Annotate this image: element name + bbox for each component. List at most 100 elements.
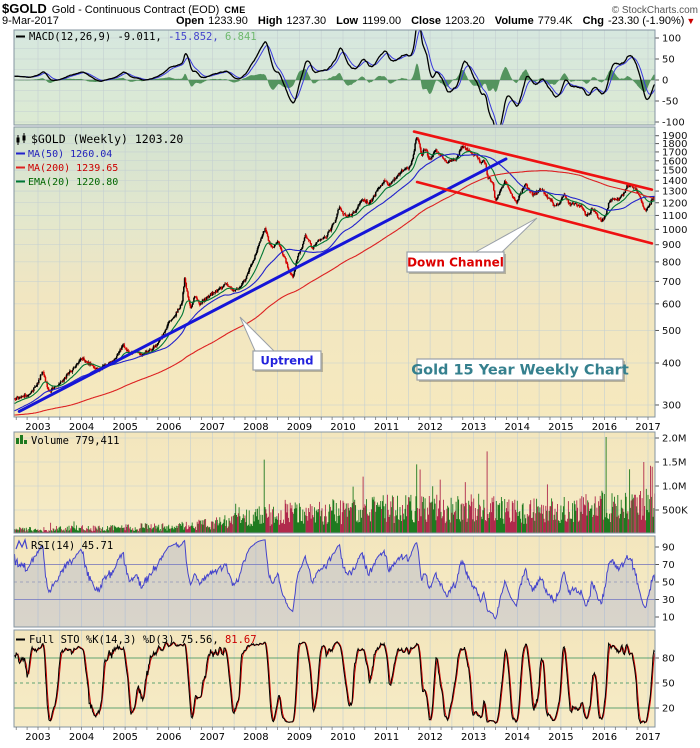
rsi-zigzag-icon <box>15 538 28 550</box>
volume-bars-icon <box>16 435 27 444</box>
year-label: 2004 <box>69 422 94 433</box>
year-label: 2007 <box>200 422 225 433</box>
quote-value: 1237.30 <box>286 15 327 27</box>
svg-text:MA(200) 1239.65: MA(200) 1239.65 <box>28 163 118 174</box>
title-row: $GOLD Gold - Continuous Contract (EOD) C… <box>2 1 698 16</box>
rsi-tick-label: 70 <box>662 560 675 571</box>
vol-tick-label: 2.0M <box>662 434 687 445</box>
chart-area: 1900 1800 1700 1600 1500 1400 1300 1200 1100 1000… <box>0 28 700 748</box>
year-label: 2016 <box>592 422 617 433</box>
stockcharts-credit: © StockCharts.com <box>611 5 698 16</box>
chart-title-box: Gold 15 Year Weekly Chart <box>411 358 629 382</box>
year-label: 2016 <box>592 732 617 743</box>
year-label: 2010 <box>330 732 355 743</box>
vol-y-axis: 2.0M 1.5M 1.0M 500K <box>655 434 688 517</box>
quote-value: -23.30 (-1.90%) <box>607 15 685 27</box>
year-label: 2012 <box>417 732 442 743</box>
price-tick-label: 800 <box>662 257 681 268</box>
rsi-fill <box>14 539 655 627</box>
sto-k-line <box>14 640 655 725</box>
x-axis-bottom: 2003 2004 2005 2006 2007 2008 2009 2010 2011 2012… <box>15 727 661 743</box>
vol-tick-label: 500K <box>662 506 688 517</box>
down-channel-callout-label: Down Channel <box>407 255 504 269</box>
year-label: 2011 <box>374 732 399 743</box>
macd-tick-label: 100 <box>662 34 681 45</box>
rsi-tick-label: 90 <box>662 543 675 554</box>
svg-text:EMA(20) 1220.80: EMA(20) 1220.80 <box>28 177 118 188</box>
rsi-legend: RSI(14) 45.71 <box>31 540 113 552</box>
down-channel-callout: Down Channel <box>406 217 538 274</box>
ma200-line <box>14 170 655 416</box>
quote-value: 1233.90 <box>208 15 248 27</box>
macd-signal-line <box>14 30 655 125</box>
quote-label: Close <box>411 15 442 27</box>
price-tick-label: 1800 <box>662 139 687 150</box>
sto-tick-label: 50 <box>662 678 675 689</box>
rsi-panel-background <box>14 536 655 627</box>
change-down-arrow-icon: ▼ <box>686 16 696 26</box>
macd-tick-label: -50 <box>662 97 678 108</box>
macd-tick-label: -100 <box>662 118 685 129</box>
vol-tick-label: 1.5M <box>662 458 687 469</box>
year-label: 2003 <box>25 422 50 433</box>
year-label: 2005 <box>112 422 137 433</box>
volume-legend: Volume 779,411 <box>31 435 120 447</box>
macd-line <box>14 30 655 125</box>
price-tick-label: 500 <box>662 326 681 337</box>
price-tick-label: 1500 <box>662 166 687 177</box>
price-tick-label: 300 <box>662 400 681 411</box>
price-tick-label: 1300 <box>662 187 687 198</box>
price-symbol-legend: $GOLD (Weekly) 1203.20 <box>31 132 183 146</box>
sto-panel-border <box>13 629 656 728</box>
price-tick-label: 1600 <box>662 156 687 167</box>
rsi-vgrid <box>37 536 649 627</box>
price-tick-label: 1100 <box>662 211 687 222</box>
x-axis-main: 2003 2004 2005 2006 2007 2008 2009 2010 2011 2012… <box>15 417 661 433</box>
down-channel-upper-line <box>412 130 654 191</box>
macd-legend: MACD(12,26,9) -9.011, -15.852, 6.841 <box>29 31 257 43</box>
year-label: 2011 <box>374 422 399 433</box>
rsi-panel-border <box>13 535 656 628</box>
svg-text:Volume 779,411: Volume 779,411 <box>31 435 120 447</box>
quote-label: Volume <box>494 15 534 27</box>
svg-text:Full STO %K(14,3) %D(3) 75.56,: Full STO %K(14,3) %D(3) 75.56, 81.67 <box>29 634 257 646</box>
year-label: 2006 <box>156 732 181 743</box>
exchange-label: CME <box>224 5 246 15</box>
stock-chart-svg: 1900180017001600150014001300120011001000… <box>13 29 688 743</box>
uptrend-callout: Uptrend <box>239 316 323 372</box>
vol-vgrid <box>37 432 649 533</box>
uptrend-line <box>17 157 508 413</box>
rsi-tick-label: 50 <box>662 578 675 589</box>
year-label: 2008 <box>243 422 268 433</box>
year-label: 2007 <box>200 732 225 743</box>
quote-value: 1199.00 <box>362 15 402 27</box>
year-label: 2009 <box>287 422 312 433</box>
year-label: 2015 <box>548 422 573 433</box>
instrument-name: Gold - Continuous Contract (EOD) <box>51 4 220 16</box>
svg-text:RSI(14) 45.71: RSI(14) 45.71 <box>31 540 113 552</box>
macd-panel-border <box>13 29 656 126</box>
price-tick-label: 1700 <box>662 147 687 158</box>
price-tick-label: 600 <box>662 299 681 310</box>
year-label: 2014 <box>505 732 530 743</box>
candlestick-icon <box>16 133 26 145</box>
price-panel-border <box>13 126 656 418</box>
year-label: 2003 <box>25 732 50 743</box>
macd-grid <box>14 37 655 123</box>
year-label: 2014 <box>505 422 530 433</box>
year-label: 2010 <box>330 422 355 433</box>
quote-value: 779.4K <box>537 15 573 27</box>
price-tick-label: 900 <box>662 240 681 251</box>
svg-text:MACD(12,26,9) -9.011, -15.852,: MACD(12,26,9) -9.011, -15.852, 6.841 <box>29 31 257 43</box>
vol-tick-label: 1.0M <box>662 482 687 493</box>
ma50-line <box>14 153 655 412</box>
price-tick-label: 1000 <box>662 225 687 236</box>
sto-tick-label: 80 <box>662 654 675 665</box>
macd-series <box>14 30 655 125</box>
rsi-series <box>14 539 655 627</box>
symbol-ticker: $GOLD <box>2 1 47 16</box>
candles-down-bodies <box>14 137 655 401</box>
volume-series <box>14 437 655 533</box>
quote-label: Chg <box>582 15 604 27</box>
